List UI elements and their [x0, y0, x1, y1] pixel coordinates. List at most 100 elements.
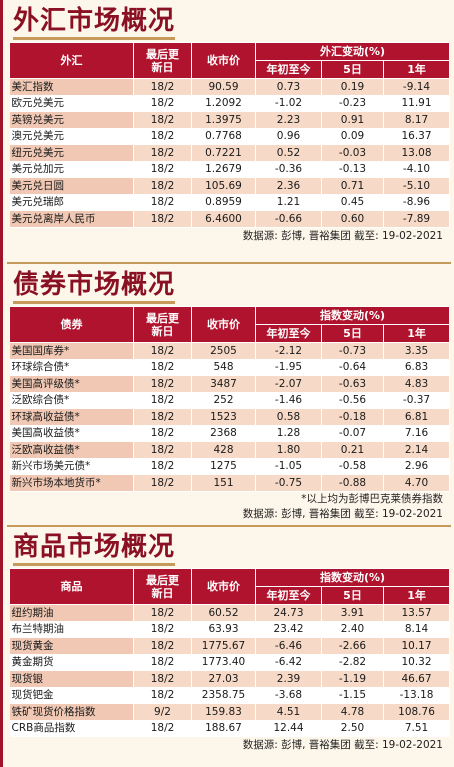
cell-d5: 4.78: [321, 703, 384, 721]
table-row: 现货黄金 18/2 1775.67 -6.46 -2.66 10.17: [9, 637, 451, 655]
cell-close: 3487: [191, 375, 256, 393]
cell-d5: -0.13: [321, 161, 384, 178]
cell-date: 18/2: [133, 687, 192, 704]
cell-ytd: 23.42: [255, 621, 322, 638]
cell-name: 美国国库券*: [9, 342, 134, 360]
table-row: 铁矿现货价格指数 9/2 159.83 4.51 4.78 108.76: [9, 703, 451, 721]
cell-y1: -13.18: [383, 687, 451, 704]
table-row: CRB商品指数 18/2 188.67 12.44 2.50 7.51: [9, 720, 451, 737]
fx-header-change-group: 外汇变动(%): [254, 42, 451, 61]
cell-date: 18/2: [133, 111, 192, 129]
cell-ytd: -1.95: [255, 359, 322, 376]
commodities-header-1y: 1年: [382, 586, 451, 605]
cell-ytd: 4.51: [255, 703, 322, 721]
cell-d5: -0.18: [321, 408, 384, 426]
cell-close: 6.4600: [191, 210, 256, 228]
cell-y1: 4.83: [383, 375, 451, 393]
commodities-section-title: 商品市场概况: [7, 528, 451, 566]
cell-ytd: 2.23: [255, 111, 322, 129]
cell-ytd: 0.96: [255, 128, 322, 145]
cell-date: 9/2: [133, 703, 192, 721]
table-row: 新兴市场美元债* 18/2 1275 -1.05 -0.58 2.96: [9, 458, 451, 475]
cell-d5: -0.63: [321, 375, 384, 393]
bonds-section: 债券市场概况 债券 最后更新日 收市价 指数变动(%) 年初至今 5日 1年: [7, 266, 451, 522]
cell-date: 18/2: [133, 392, 192, 409]
cell-ytd: -0.36: [255, 161, 322, 178]
cell-date: 18/2: [133, 670, 192, 688]
cell-d5: -0.07: [321, 425, 384, 442]
table-row: 现货银 18/2 27.03 2.39 -1.19 46.67: [9, 670, 451, 688]
cell-close: 1.3975: [191, 111, 256, 129]
commodities-table: 商品 最后更新日 收市价 指数变动(%) 年初至今 5日 1年 纽约期油 18/2…: [9, 568, 451, 737]
cell-date: 18/2: [133, 128, 192, 145]
cell-date: 18/2: [133, 621, 192, 638]
cell-date: 18/2: [133, 161, 192, 178]
cell-name: 现货黄金: [9, 637, 134, 655]
cell-y1: 8.14: [383, 621, 451, 638]
bonds-header-change-group: 指数变动(%): [254, 306, 451, 325]
cell-y1: -5.10: [383, 177, 451, 195]
cell-date: 18/2: [133, 359, 192, 376]
cell-name: 澳元兑美元: [9, 128, 134, 145]
cell-date: 18/2: [133, 474, 192, 492]
cell-close: 0.7768: [191, 128, 256, 145]
bonds-table-body: 美国国库券* 18/2 2505 -2.12 -0.73 3.35 环球综合债* 18/2 54…: [9, 342, 451, 492]
fx-header-5d: 5日: [321, 60, 384, 79]
cell-name: 新兴市场美元债*: [9, 458, 134, 475]
table-row: 美元兑日圆 18/2 105.69 2.36 0.71 -5.10: [9, 177, 451, 195]
cell-ytd: -2.07: [255, 375, 322, 393]
cell-close: 63.93: [191, 621, 256, 638]
cell-ytd: 2.36: [255, 177, 322, 195]
cell-close: 2358.75: [191, 687, 256, 704]
commodities-header-5d: 5日: [321, 586, 384, 605]
cell-d5: -2.66: [321, 637, 384, 655]
cell-name: 美元兑加元: [9, 161, 134, 178]
cell-name: 英镑兑美元: [9, 111, 134, 129]
cell-y1: 6.81: [383, 408, 451, 426]
fx-section: 外汇市场概况 外汇 最后更新日 收市价 外汇变动(%) 年初至今 5日 1年: [7, 2, 451, 244]
bonds-title-text: 债券市场概况: [13, 270, 176, 304]
cell-close: 2505: [191, 342, 256, 360]
cell-ytd: 2.39: [255, 670, 322, 688]
fx-source: 数据源: 彭博, 晋裕集团 截至: 19-02-2021: [242, 229, 443, 242]
cell-name: 泛欧高收益债*: [9, 441, 134, 459]
cell-close: 90.59: [191, 78, 256, 96]
cell-name: 黄金期货: [9, 654, 134, 671]
cell-y1: 3.35: [383, 342, 451, 360]
commodities-table-body: 纽约期油 18/2 60.52 24.73 3.91 13.57 布兰特期油 18/2 63.9…: [9, 604, 451, 737]
cell-y1: 7.51: [383, 720, 451, 737]
cell-d5: -0.23: [321, 95, 384, 112]
bonds-header-5d: 5日: [321, 324, 384, 343]
cell-name: 美国高评级债*: [9, 375, 134, 393]
cell-close: 2368: [191, 425, 256, 442]
cell-y1: -4.10: [383, 161, 451, 178]
cell-d5: -0.56: [321, 392, 384, 409]
table-row: 黄金期货 18/2 1773.40 -6.42 -2.82 10.32: [9, 654, 451, 671]
cell-y1: 4.70: [383, 474, 451, 492]
cell-d5: -1.15: [321, 687, 384, 704]
cell-name: 铁矿现货价格指数: [9, 703, 134, 721]
commodities-title-text: 商品市场概况: [13, 532, 176, 566]
cell-d5: 2.40: [321, 621, 384, 638]
cell-name: 美元兑日圆: [9, 177, 134, 195]
cell-name: 纽元兑美元: [9, 144, 134, 162]
cell-date: 18/2: [133, 95, 192, 112]
cell-y1: 2.14: [383, 441, 451, 459]
cell-close: 1775.67: [191, 637, 256, 655]
cell-date: 18/2: [133, 177, 192, 195]
cell-close: 1.2092: [191, 95, 256, 112]
fx-header-close: 收市价: [191, 42, 256, 79]
cell-y1: 13.57: [383, 604, 451, 622]
commodities-header-date: 最后更新日: [133, 568, 192, 605]
cell-ytd: 0.58: [255, 408, 322, 426]
cell-close: 548: [191, 359, 256, 376]
section-divider: [7, 525, 451, 527]
cell-y1: 13.08: [383, 144, 451, 162]
cell-name: 现货银: [9, 670, 134, 688]
cell-close: 159.83: [191, 703, 256, 721]
cell-date: 18/2: [133, 375, 192, 393]
cell-date: 18/2: [133, 408, 192, 426]
cell-close: 60.52: [191, 604, 256, 622]
cell-d5: -0.73: [321, 342, 384, 360]
cell-y1: 46.67: [383, 670, 451, 688]
